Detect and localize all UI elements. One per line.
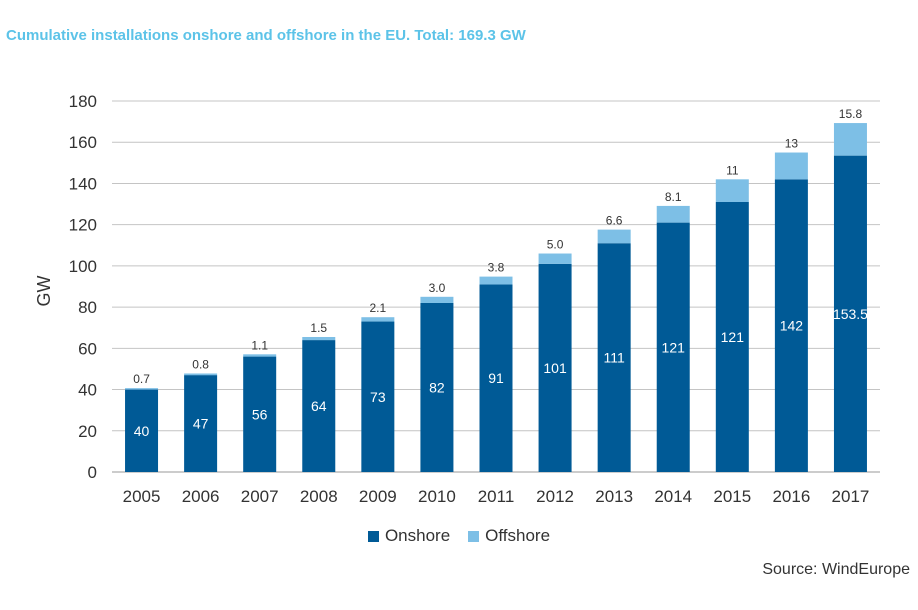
data-label-offshore-2005: 0.7 [133, 372, 150, 386]
legend-label-onshore: Onshore [384, 526, 451, 545]
x-tick-label-2013: 2013 [595, 487, 633, 506]
chart-title: Cumulative installations onshore and off… [6, 27, 526, 44]
y-tick-label-160: 160 [69, 133, 97, 152]
y-axis-label: GW [34, 275, 54, 306]
bar-offshore-2007 [243, 354, 277, 357]
data-label-onshore-2012: 101 [543, 360, 567, 376]
bar-offshore-2014 [656, 205, 690, 223]
x-tick-label-2010: 2010 [418, 487, 456, 506]
bar-onshore-2008 [302, 340, 336, 472]
data-label-onshore-2016: 142 [780, 318, 804, 334]
bar-offshore-2005 [125, 388, 159, 390]
data-label-onshore-2011: 91 [488, 370, 504, 386]
data-label-offshore-2013: 6.6 [606, 214, 623, 228]
data-label-offshore-2006: 0.8 [192, 357, 209, 371]
bar-onshore-2015 [715, 201, 749, 472]
bar-offshore-2006 [184, 373, 218, 376]
data-label-offshore-2014: 8.1 [665, 190, 682, 204]
x-tick-label-2005: 2005 [123, 487, 161, 506]
legend-item-onshore: Onshore [367, 526, 451, 546]
y-tick-label-100: 100 [69, 257, 97, 276]
x-tick-label-2007: 2007 [241, 487, 279, 506]
bar-offshore-2016 [774, 152, 808, 180]
x-tick-label-2011: 2011 [478, 487, 515, 506]
source-note: Source: WindEurope [762, 561, 910, 578]
x-tick-label-2009: 2009 [359, 487, 397, 506]
bars: 40 0.7 47 0.8 56 1.1 64 1.5 73 2.1 82 3.0 91 3.8 101 5.… [125, 107, 868, 473]
bar-offshore-2017 [833, 123, 867, 156]
bar-onshore-2013 [597, 243, 631, 472]
data-label-onshore-2010: 82 [429, 379, 445, 395]
bar-offshore-2013 [597, 229, 631, 244]
data-label-offshore-2015: 11 [726, 163, 739, 177]
bar-offshore-2010 [420, 296, 454, 303]
x-tick-label-2015: 2015 [713, 487, 751, 506]
bar-offshore-2008 [302, 336, 336, 341]
data-label-onshore-2005: 40 [134, 423, 150, 439]
y-tick-label-140: 140 [69, 174, 97, 193]
legend-label-offshore: Offshore [485, 526, 551, 545]
data-label-offshore-2017: 15.8 [839, 107, 863, 121]
data-label-onshore-2006: 47 [193, 416, 209, 432]
bar-offshore-2009 [361, 317, 395, 322]
bar-onshore-2016 [774, 179, 808, 473]
legend-swatch-onshore [367, 530, 379, 542]
y-axis-ticks: 0 20 40 60 80 100 120 140 160 180 [69, 92, 97, 482]
bar-onshore-2017 [833, 155, 867, 472]
legend-item-offshore: Offshore [468, 526, 550, 546]
data-label-offshore-2009: 2.1 [370, 301, 387, 315]
bar-onshore-2010 [420, 302, 454, 472]
bar-onshore-2005 [125, 389, 159, 472]
x-axis-ticks: 2005 2006 2007 2008 2009 2010 2011 2012 2013 2014… [123, 487, 870, 506]
y-tick-label-40: 40 [78, 381, 97, 400]
y-tick-label-180: 180 [69, 92, 97, 111]
data-label-offshore-2012: 5.0 [547, 238, 564, 252]
data-label-onshore-2008: 64 [311, 398, 327, 414]
x-tick-label-2008: 2008 [300, 487, 338, 506]
data-label-onshore-2007: 56 [252, 406, 268, 422]
data-label-onshore-2014: 121 [662, 339, 686, 355]
bar-onshore-2014 [656, 222, 690, 472]
legend-swatch-offshore [468, 530, 480, 542]
y-tick-label-80: 80 [78, 298, 97, 317]
data-label-onshore-2009: 73 [370, 389, 386, 405]
x-tick-label-2017: 2017 [832, 487, 870, 506]
x-tick-label-2016: 2016 [772, 487, 810, 506]
data-label-offshore-2011: 3.8 [488, 261, 505, 275]
y-tick-label-120: 120 [69, 216, 97, 235]
y-tick-label-60: 60 [78, 339, 97, 358]
bar-onshore-2011 [479, 284, 513, 472]
bar-onshore-2007 [243, 356, 277, 472]
x-tick-label-2014: 2014 [654, 487, 692, 506]
bar-offshore-2012 [538, 253, 572, 264]
x-tick-label-2012: 2012 [536, 487, 574, 506]
data-label-offshore-2007: 1.1 [251, 338, 268, 352]
bar-onshore-2009 [361, 321, 395, 472]
y-tick-label-20: 20 [78, 422, 97, 441]
data-label-offshore-2010: 3.0 [429, 281, 446, 295]
y-tick-label-0: 0 [88, 463, 97, 482]
bar-offshore-2015 [715, 179, 749, 202]
data-label-onshore-2017: 153.5 [833, 306, 868, 322]
data-label-offshore-2016: 13 [785, 137, 799, 151]
x-tick-label-2006: 2006 [182, 487, 220, 506]
data-label-offshore-2008: 1.5 [310, 321, 327, 335]
bar-offshore-2011 [479, 276, 513, 285]
bar-onshore-2012 [538, 263, 572, 472]
bar-onshore-2006 [184, 375, 218, 472]
data-label-onshore-2013: 111 [604, 350, 625, 366]
legend: Onshore Offshore [0, 526, 918, 546]
data-label-onshore-2015: 121 [721, 329, 745, 345]
